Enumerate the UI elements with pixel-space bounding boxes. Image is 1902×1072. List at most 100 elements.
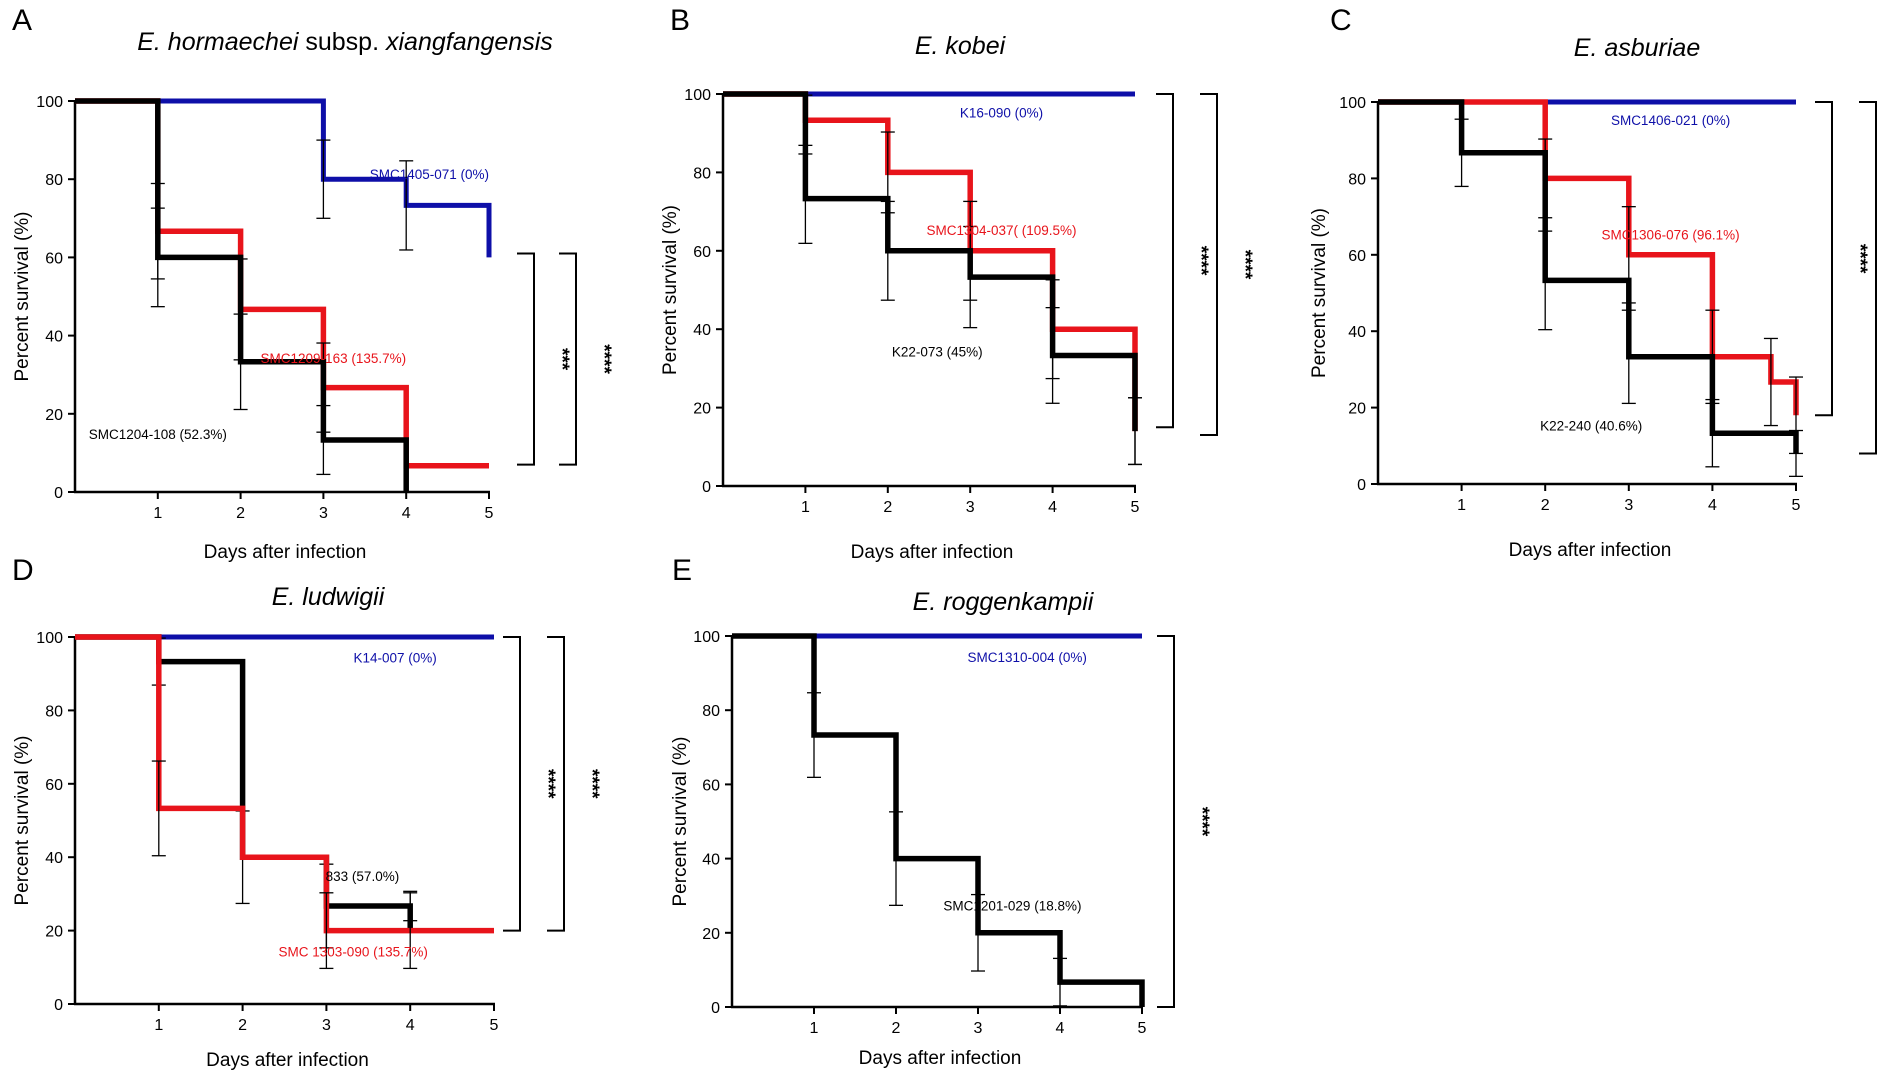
- y-axis-label-d: Percent survival (%): [12, 736, 33, 906]
- x-tick-label: 2: [1541, 497, 1550, 514]
- y-tick-label: 100: [36, 94, 63, 111]
- series-label-black-c: K22-240 (40.6%): [1540, 419, 1642, 434]
- y-axis-label-e: Percent survival (%): [670, 737, 691, 907]
- title-segment: xiangfangensis: [385, 28, 553, 56]
- y-tick-label: 20: [702, 926, 720, 943]
- y-tick-label: 80: [702, 703, 720, 720]
- significance-bracket: [547, 636, 565, 932]
- series-label-blue-a: SMC1405-071 (0%): [370, 167, 489, 182]
- y-tick-label: 20: [45, 924, 63, 941]
- x-tick-label: 4: [1048, 499, 1057, 516]
- y-tick-label: 60: [45, 777, 63, 794]
- significance-bracket: [1200, 93, 1218, 437]
- x-tick-label: 3: [319, 505, 328, 522]
- x-axis-label-d: Days after infection: [206, 1050, 369, 1071]
- series-line-red-c: [1378, 99, 1799, 416]
- title-segment: E. hormaechei: [137, 28, 300, 56]
- panel-label-b: B: [670, 4, 690, 37]
- significance-bracket: [517, 252, 535, 466]
- y-axis-label-b: Percent survival (%): [660, 205, 681, 375]
- significance-stars: ****: [537, 769, 558, 799]
- significance-stars: ****: [1849, 244, 1870, 274]
- significance-stars: ****: [581, 769, 602, 799]
- panel-c: C E. asburiae 0 20 40 60 80 100 1 2 3 4 5 Days after …: [1309, 4, 1902, 561]
- series-label-red-c: SMC1306-076 (96.1%): [1602, 228, 1740, 243]
- significance-stars: ****: [1190, 246, 1211, 276]
- y-tick-label: 100: [1339, 95, 1366, 112]
- y-tick-label: 40: [45, 329, 63, 346]
- y-tick-label: 80: [45, 172, 63, 189]
- y-tick-label: 100: [36, 630, 63, 647]
- x-tick-label: 2: [238, 1017, 247, 1034]
- series-line-red-b: [723, 91, 1138, 432]
- y-tick-label: 100: [684, 87, 711, 104]
- x-tick-label: 2: [892, 1020, 901, 1037]
- significance-stars: ****: [593, 344, 614, 374]
- x-tick-label: 5: [1138, 1020, 1147, 1037]
- x-tick-label: 4: [406, 1017, 415, 1034]
- y-tick-label: 40: [702, 852, 720, 869]
- panel-label-a: A: [12, 4, 32, 37]
- y-tick-label: 40: [693, 322, 711, 339]
- x-tick-label: 3: [966, 499, 975, 516]
- title-segment: E. kobei: [915, 32, 1007, 60]
- panel-a: A E. hormaechei subsp. xiangfangensis 0 20 4…: [12, 4, 614, 563]
- chart-title-d: E. ludwigii: [272, 583, 386, 611]
- series-line-red-a: [75, 98, 489, 469]
- chart-title-c: E. asburiae: [1574, 34, 1700, 62]
- x-tick-label: 5: [490, 1017, 499, 1034]
- chart-title-a: E. hormaechei subsp. xiangfangensis: [137, 28, 553, 56]
- x-tick-label: 4: [402, 505, 411, 522]
- series-line-black-c: [1378, 99, 1799, 454]
- x-tick-label: 4: [1056, 1020, 1065, 1037]
- series-label-red-b: SMC1304-037( (109.5%): [926, 223, 1076, 238]
- title-segment: E. roggenkampii: [913, 588, 1095, 616]
- series-label-black-e: SMC1201-029 (18.8%): [943, 899, 1081, 914]
- significance-bracket: [1156, 93, 1174, 429]
- significance-bracket: [559, 252, 577, 466]
- series-label-black-d: 833 (57.0%): [326, 869, 400, 884]
- y-tick-label: 100: [693, 629, 720, 646]
- series-label-blue-d: K14-007 (0%): [353, 651, 436, 666]
- series-label-blue-c: SMC1406-021 (0%): [1611, 113, 1730, 128]
- y-tick-label: 60: [1348, 248, 1366, 265]
- x-tick-label: 2: [236, 505, 245, 522]
- y-tick-label: 80: [1348, 171, 1366, 188]
- significance-stars: ***: [551, 348, 572, 371]
- y-tick-label: 20: [693, 401, 711, 418]
- x-tick-label: 1: [810, 1020, 819, 1037]
- x-tick-label: 4: [1708, 497, 1717, 514]
- y-axis-label-a: Percent survival (%): [12, 212, 33, 382]
- panel-label-c: C: [1330, 4, 1352, 37]
- panel-label-d: D: [12, 554, 34, 587]
- y-tick-label: 20: [1348, 401, 1366, 418]
- series-label-blue-b: K16-090 (0%): [960, 106, 1043, 121]
- series-label-black-b: K22-073 (45%): [892, 345, 983, 360]
- series-line-red-d: [75, 634, 494, 934]
- y-tick-label: 60: [702, 777, 720, 794]
- x-axis-label-b: Days after infection: [851, 542, 1014, 563]
- y-tick-label: 0: [711, 1000, 720, 1017]
- x-tick-label: 5: [1792, 497, 1801, 514]
- title-segment: subsp.: [298, 28, 386, 56]
- significance-stars: ****: [1191, 807, 1212, 837]
- panel-label-e: E: [672, 554, 692, 587]
- significance-bracket: [503, 636, 521, 932]
- series-label-blue-e: SMC1310-004 (0%): [968, 650, 1087, 665]
- y-tick-label: 0: [1357, 477, 1366, 494]
- y-tick-label: 60: [45, 250, 63, 267]
- y-axis-label-c: Percent survival (%): [1309, 208, 1330, 378]
- series-label-black-a: SMC1204-108 (52.3%): [89, 427, 227, 442]
- series-line-black-b: [723, 91, 1138, 432]
- significance-bracket: [1157, 635, 1175, 1008]
- x-tick-label: 3: [1624, 497, 1633, 514]
- panel-d: D E. ludwigii 0 20 40 60 80 100 1 2 3 4 5 Days after …: [12, 554, 602, 1071]
- series-line-black-e: [732, 633, 1145, 1007]
- x-tick-label: 2: [883, 499, 892, 516]
- y-tick-label: 80: [693, 165, 711, 182]
- panel-b: B E. kobei 0 20 40 60 80 100 1 2 3 4 5 Days after inf…: [660, 4, 1255, 563]
- x-axis-label-c: Days after infection: [1509, 540, 1672, 561]
- chart-title-b: E. kobei: [915, 32, 1007, 60]
- x-axis-label-e: Days after infection: [859, 1048, 1022, 1069]
